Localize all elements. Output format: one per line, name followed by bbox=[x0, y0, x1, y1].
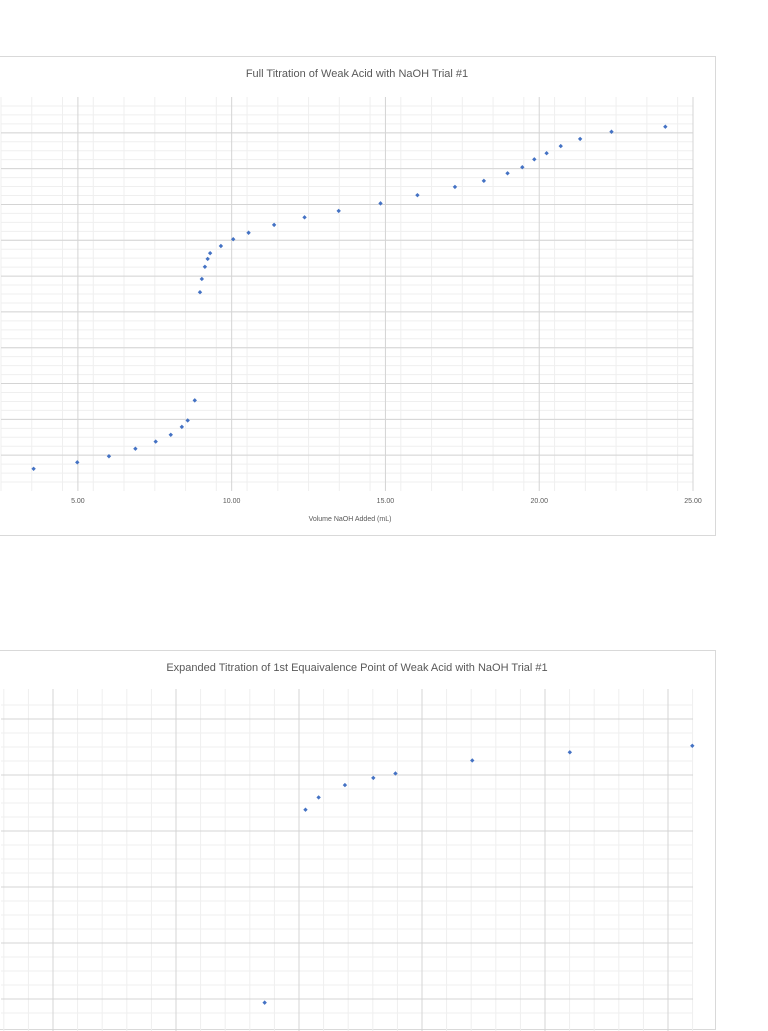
data-point bbox=[316, 795, 321, 800]
data-point bbox=[336, 208, 341, 214]
data-point bbox=[577, 136, 583, 142]
data-point bbox=[544, 151, 549, 156]
x-tick-label: 25.00 bbox=[684, 498, 702, 505]
full-titration-plot: 5.00 10.00 15.00 20.00 25.00 Volume NaOH Adde… bbox=[0, 97, 702, 523]
data-point bbox=[185, 418, 190, 423]
data-point bbox=[481, 178, 487, 184]
data-point bbox=[567, 750, 573, 755]
data-series bbox=[31, 124, 668, 471]
data-point bbox=[505, 171, 510, 176]
x-axis-title: Volume NaOH Added (mL) bbox=[309, 516, 392, 523]
data-point bbox=[378, 201, 383, 206]
data-point bbox=[75, 460, 80, 465]
data-point bbox=[218, 243, 224, 249]
data-point bbox=[452, 184, 458, 190]
data-point bbox=[153, 439, 158, 444]
data-point bbox=[246, 230, 251, 235]
data-point bbox=[231, 236, 236, 242]
chart-title: Expanded Titration of 1st Equaivalence P… bbox=[166, 662, 548, 674]
data-point bbox=[532, 157, 537, 162]
x-tick-label: 10.00 bbox=[223, 498, 241, 505]
x-tick-label: 20.00 bbox=[530, 498, 548, 505]
data-point bbox=[205, 256, 210, 262]
x-tick-label: 15.00 bbox=[377, 498, 395, 505]
data-point bbox=[302, 215, 307, 220]
data-point bbox=[31, 466, 36, 471]
data-point bbox=[262, 1000, 267, 1005]
data-point bbox=[133, 446, 138, 451]
data-point bbox=[609, 129, 614, 134]
data-point bbox=[207, 250, 213, 256]
x-tick-labels: 5.00 10.00 15.00 20.00 25.00 bbox=[71, 498, 702, 505]
data-series bbox=[262, 743, 695, 1005]
data-point bbox=[168, 432, 173, 437]
full-titration-chart: Full Titration of Weak Acid with NaOH Tr… bbox=[0, 56, 716, 536]
data-point bbox=[192, 398, 197, 403]
data-point bbox=[106, 454, 112, 459]
minor-gridlines bbox=[1, 689, 694, 1031]
data-point bbox=[520, 165, 525, 170]
data-point bbox=[271, 222, 277, 228]
data-point bbox=[303, 807, 308, 812]
x-tick-label: 5.00 bbox=[71, 498, 85, 505]
major-gridlines bbox=[1, 97, 694, 491]
data-point bbox=[197, 290, 203, 295]
data-point bbox=[393, 771, 398, 776]
data-point bbox=[663, 124, 668, 129]
data-point bbox=[558, 143, 563, 149]
data-point bbox=[690, 743, 695, 748]
data-point bbox=[342, 782, 348, 788]
major-gridlines bbox=[1, 689, 693, 1031]
data-point bbox=[179, 424, 185, 430]
data-point bbox=[371, 775, 376, 781]
data-point bbox=[202, 264, 208, 269]
data-point bbox=[199, 276, 205, 282]
data-point bbox=[415, 192, 420, 198]
expanded-titration-chart: Expanded Titration of 1st Equaivalence P… bbox=[0, 650, 716, 1031]
chart-title: Full Titration of Weak Acid with NaOH Tr… bbox=[245, 68, 469, 80]
minor-gridlines bbox=[0, 97, 693, 491]
expanded-titration-plot bbox=[1, 689, 695, 1031]
